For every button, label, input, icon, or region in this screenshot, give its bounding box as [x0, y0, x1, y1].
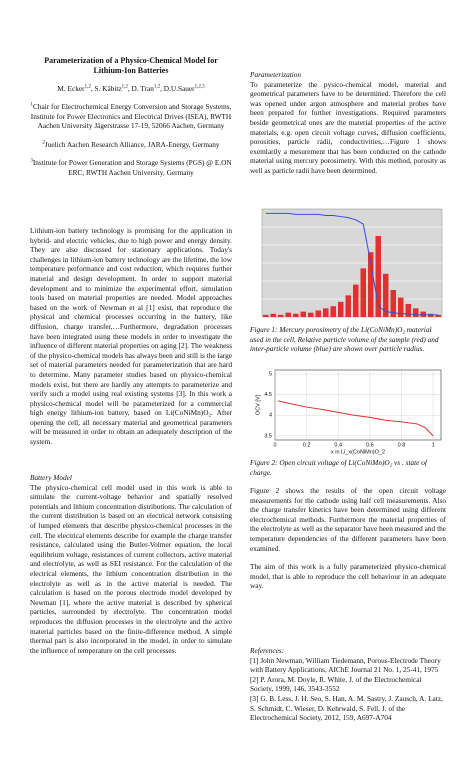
figure-1	[261, 208, 443, 318]
bar	[323, 308, 329, 317]
bar	[345, 295, 351, 317]
bar	[293, 313, 299, 317]
affiliation-sup: 1	[30, 102, 34, 108]
affiliation-text: Institute for Power Generation and Stora…	[32, 158, 232, 177]
bar	[383, 273, 389, 317]
line	[278, 400, 434, 437]
bar	[285, 312, 291, 317]
references: References: [1] John Newman, William Tie…	[250, 646, 446, 723]
x-tick-label: 0.6	[366, 442, 374, 448]
affiliation-sup: 2	[42, 140, 45, 146]
bar	[300, 311, 306, 317]
paragraph: To parameterize the pysico-chemical mode…	[250, 79, 446, 175]
y-tick-label: 4	[269, 413, 272, 419]
y-axis-label: OCV [V]	[255, 394, 261, 415]
bar	[308, 312, 314, 317]
reference: [3] G. B. Less, J. H. Seo, S. Han, A. M.…	[250, 693, 443, 723]
section-heading: Parameterization	[250, 70, 302, 79]
title: Parameterization of a Physico-Chemical M…	[44, 56, 218, 75]
paragraph: The aim of this work is a fully paramete…	[250, 562, 446, 591]
bar	[413, 308, 419, 317]
figure-caption: Figure 2: Open circuit voltage of Li(CoN…	[250, 458, 427, 477]
bar	[278, 314, 284, 317]
author-sup: 1,2	[84, 84, 91, 90]
authors: M. Ecker1,2, S. Käbitz1,2, D. Tran1,2, D…	[57, 84, 205, 93]
bar	[270, 313, 276, 317]
x-tick-label: 0	[273, 442, 276, 448]
line	[265, 212, 439, 316]
bar	[368, 252, 374, 317]
author-name: M. Ecker	[57, 84, 85, 93]
bar	[405, 304, 411, 317]
author-name: S. Käbitz	[94, 84, 122, 93]
affiliation: 2Juelich Aachen Research Alliance, JARA-…	[30, 140, 232, 150]
bar	[315, 310, 321, 317]
bar	[428, 313, 434, 317]
affiliations: 1Chair for Electrochemical Energy Conver…	[30, 98, 232, 178]
affiliation-text: Juelich Aachen Research Alliance, JARA-E…	[44, 139, 220, 149]
author-sup: 1,2,3	[194, 84, 205, 90]
conclusion: Figure 2 shows the results of the open c…	[250, 486, 446, 591]
author-name: D. Tran	[131, 84, 154, 93]
x-tick-label: 0.4	[334, 442, 342, 448]
bar	[330, 306, 336, 317]
reference: [1] John Newman, William Tiedemann, Poro…	[250, 655, 441, 675]
figure-caption: Figure 1: Mercury porosimetry of the Li(…	[250, 325, 439, 354]
bar	[398, 297, 404, 317]
bar	[263, 314, 269, 317]
section: Parameterization To parameterize the pys…	[250, 70, 446, 176]
bar	[360, 268, 366, 317]
bar	[353, 284, 359, 317]
affiliation-sup: 3	[30, 158, 33, 164]
bar	[375, 236, 381, 317]
author-sup: 1,2	[121, 84, 128, 90]
affiliation: 3Institute for Power Generation and Stor…	[30, 158, 232, 177]
affiliation-text: Chair for Electrochemical Energy Convers…	[30, 102, 232, 131]
references-heading: References:	[250, 646, 285, 655]
paragraph: Figure 2 shows the results of the open c…	[250, 486, 446, 553]
plot-area	[274, 369, 442, 441]
x-tick-label: 1	[432, 442, 435, 448]
bar	[435, 314, 441, 317]
x-tick-label: 0.2	[303, 442, 311, 448]
y-tick-label: 4.5	[264, 392, 272, 398]
paragraph: The physico-chemical cell model used in …	[30, 482, 232, 655]
reference: [2] P. Arora, M. Doyle, R. White, J. of …	[250, 674, 422, 694]
x-axis-label: x in Li_x(CoNiMn)O_2	[331, 449, 385, 455]
y-tick-label: 5	[269, 372, 272, 378]
section-heading: Battery Model	[30, 473, 72, 482]
y-tick-label: 3.5	[264, 433, 272, 439]
author-sup: 1,2	[153, 84, 161, 90]
section: Battery Model The physico-chemical cell …	[30, 473, 232, 655]
affiliation: 1Chair for Electrochemical Energy Conver…	[30, 102, 232, 131]
bar	[390, 290, 396, 317]
figure-2: OCV [V] x in Li_x(CoNiMn)O_2 3.5 4 4.5 5 0 0.…	[255, 369, 442, 455]
bar	[338, 301, 344, 317]
abstract: Lithium-ion battery technology is promis…	[30, 226, 232, 447]
bar	[420, 311, 426, 317]
x-tick-label: 0.8	[398, 442, 406, 448]
author-name: D.U.Sauer	[163, 84, 195, 93]
